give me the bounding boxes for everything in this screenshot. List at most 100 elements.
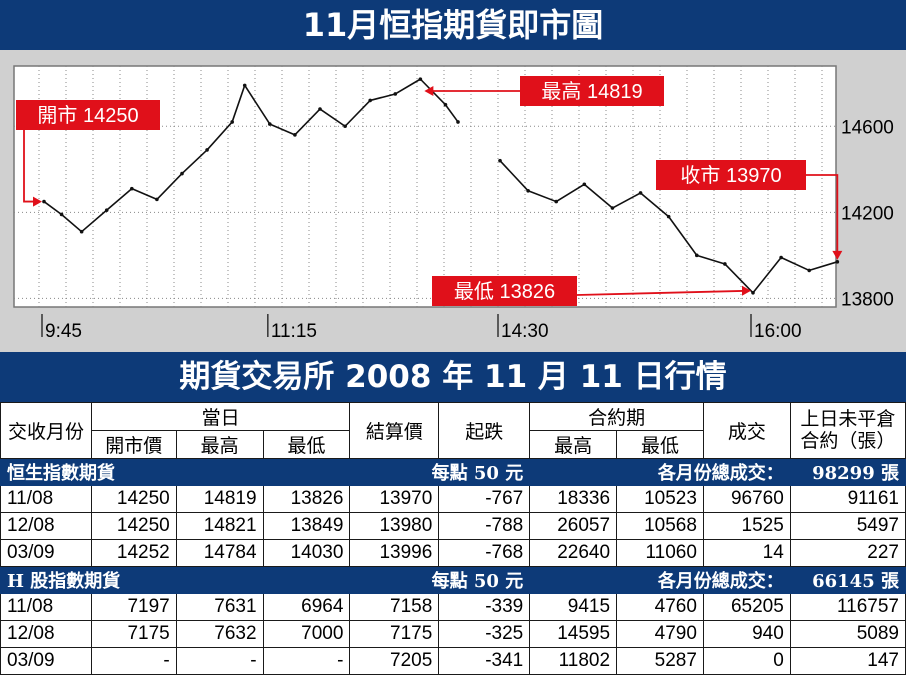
table-cell: 96760: [702, 485, 791, 513]
table-cell: 0: [702, 647, 791, 675]
table-cell: -768: [438, 539, 531, 567]
table-cell: 14821: [175, 512, 264, 540]
table-cell: 12/08: [0, 512, 92, 540]
table-cell: 11/08: [0, 593, 92, 621]
annotation-box: [16, 100, 160, 130]
annotation-box: [656, 160, 806, 190]
price-point: [498, 158, 502, 163]
header-oi-line2: 合約（張）: [800, 430, 896, 452]
annotation-arrowhead: [832, 250, 843, 260]
price-point: [526, 189, 530, 193]
price-point: [42, 199, 46, 204]
table-cell: 14030: [262, 539, 351, 567]
header-volume: 成交: [702, 402, 791, 459]
table-cell: 7631: [175, 593, 264, 621]
y-tick-label: 14200: [841, 203, 894, 224]
table-cell: 11060: [616, 539, 704, 567]
table-cell: 7175: [90, 620, 177, 648]
price-point: [180, 171, 184, 176]
table-cell: 10523: [616, 485, 704, 513]
price-point: [807, 268, 812, 273]
x-tick-label: 14:30: [501, 321, 549, 342]
table-cell: 9415: [529, 593, 618, 621]
table-cell: 14595: [529, 620, 618, 648]
price-point: [230, 120, 234, 124]
table-cell: 940: [702, 620, 791, 648]
price-point: [723, 262, 727, 266]
price-point: [443, 102, 448, 107]
price-point: [638, 191, 643, 195]
price-point: [779, 255, 783, 260]
table-cell: 03/09: [0, 647, 92, 675]
price-point: [456, 120, 460, 124]
table-cell: -767: [438, 485, 531, 513]
price-point: [318, 107, 322, 111]
table-cell: 14: [702, 539, 791, 567]
table-cell: 12/08: [0, 620, 92, 648]
y-tick-label: 14600: [841, 117, 894, 138]
price-point: [155, 197, 159, 202]
table-cell: 03/09: [0, 539, 92, 567]
header-month: 交收月份: [0, 402, 92, 459]
price-point: [59, 212, 64, 217]
table-cell: 10568: [616, 512, 704, 540]
table-cell: -: [262, 647, 351, 675]
table-cell: 14250: [90, 512, 177, 540]
table-row: 03/09 14252 14784 14030 13996 -768 22640 11060 1…: [0, 539, 906, 567]
table-cell: 7175: [349, 620, 440, 648]
price-point: [343, 124, 347, 129]
table-cell: 227: [789, 539, 906, 567]
section-total: 66145 張: [789, 566, 906, 594]
intraday-chart: 14600 14200 13800 9:45 11:15 14:30 16:00 開市 142…: [13, 65, 894, 342]
table-cell: 22640: [529, 539, 618, 567]
section-total: 98299 張: [789, 458, 906, 486]
price-point: [242, 83, 247, 88]
table-cell: 116757: [789, 593, 906, 621]
table-cell: 11802: [529, 647, 618, 675]
table-cell: 4790: [616, 620, 704, 648]
header-contract-high: 最高: [529, 430, 618, 459]
table-cell: 13826: [262, 485, 351, 513]
table-title: 期貨交易所 2008 年 11 月 11 日行情: [0, 352, 906, 402]
section-row: H 股指數期貨 每點 50 元各月份總成交： 66145 張: [0, 566, 906, 594]
page-title: 11月恒指期貨即市圖: [0, 0, 906, 50]
table-cell: -: [175, 647, 264, 675]
price-point: [835, 260, 840, 264]
table-cell: 13980: [349, 512, 440, 540]
table-cell: 1525: [702, 512, 791, 540]
table-cell: 7000: [262, 620, 351, 648]
header-low: 最低: [262, 430, 351, 459]
table-cell: 7197: [90, 593, 177, 621]
table-cell: -788: [438, 512, 531, 540]
table-cell: 13849: [262, 512, 351, 540]
annotation-box: [432, 276, 577, 306]
table-cell: 13996: [349, 539, 440, 567]
table-cell: 5497: [789, 512, 906, 540]
price-point: [130, 186, 134, 191]
price-point: [554, 199, 559, 204]
table-cell: 14784: [175, 539, 264, 567]
header-open: 開市價: [90, 430, 177, 459]
table-cell: 5287: [616, 647, 704, 675]
section-total-label: 各月份總成交：: [529, 458, 791, 486]
price-point: [393, 92, 398, 96]
table-cell: 147: [789, 647, 906, 675]
table-cell: -: [90, 647, 177, 675]
table-cell: -325: [438, 620, 531, 648]
price-point: [610, 206, 615, 210]
price-point: [418, 77, 423, 81]
annotation-label: 最低 13826: [454, 280, 555, 303]
annotation-arrowhead: [742, 285, 751, 296]
header-contract-low: 最低: [616, 430, 704, 459]
section-per-point: 每點 50 元: [349, 566, 531, 594]
table-cell: 4760: [616, 593, 704, 621]
x-tick-label: 9:45: [45, 321, 82, 342]
price-point: [368, 98, 372, 103]
price-point: [205, 148, 209, 152]
annotation-label: 開市 14250: [37, 104, 138, 127]
annotation-leader: [576, 289, 748, 296]
futures-quote-table: 交收月份 當日 結算價 起跌 合約期 成交 上日未平倉 合約（張） 開市價 最高…: [0, 402, 906, 675]
table-row: 11/08 7197 7631 6964 7158 -339 9415 4760 65205 11…: [0, 593, 906, 621]
table-row: 03/09- - -7205 -341 11802 5287 0 147: [0, 647, 906, 675]
price-point: [582, 182, 587, 187]
